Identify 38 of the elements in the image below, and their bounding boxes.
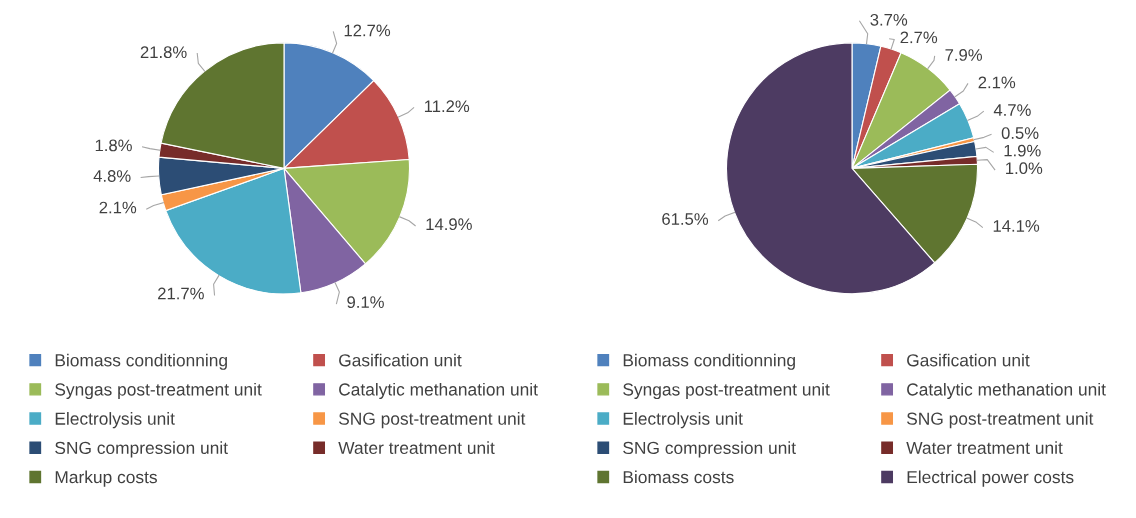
legend-label: SNG compression unit [623, 441, 796, 458]
data-label: 21.7% [158, 287, 204, 300]
legend-label: Electrolysis unit [623, 412, 743, 429]
legend-label: Electrical power costs [907, 470, 1074, 487]
data-label: 7.9% [945, 49, 983, 61]
data-label: 3.7% [870, 13, 908, 26]
legend-label: Biomass conditionning [623, 353, 795, 370]
data-label: 12.7% [344, 24, 391, 37]
data-label: 14.1% [993, 220, 1040, 232]
data-label: 2.1% [978, 76, 1016, 89]
data-label: 1.8% [95, 139, 132, 152]
data-label: 61.5% [662, 213, 709, 225]
legend-label: SNG post-treatment unit [906, 412, 1094, 429]
legend-label: Water treatment unit [906, 441, 1063, 455]
legend-label: Catalytic methanation unit [907, 382, 1106, 400]
legend-label: Gasification unit [907, 353, 1030, 367]
legend-label: Syngas post-treatment unit [55, 382, 262, 400]
data-label: 9.1% [347, 296, 384, 309]
legend-label: Gasification unit [339, 353, 462, 367]
legend-label: Markup costs [55, 470, 157, 487]
legend-label: Electrolysis unit [55, 412, 175, 429]
data-label: 14.9% [426, 218, 472, 231]
data-label: 0.5% [1001, 127, 1039, 139]
legend-label: SNG post-treatment unit [338, 412, 526, 429]
data-label: 11.2% [424, 100, 470, 113]
legend-label: Catalytic methanation unit [339, 382, 538, 400]
data-label: 2.1% [99, 201, 137, 214]
legend-label: Biomass conditionning [55, 353, 227, 370]
data-label: 4.7% [993, 104, 1031, 116]
legend-label: Biomass costs [623, 470, 734, 484]
legend-label: Syngas post-treatment unit [623, 382, 830, 400]
data-label: 4.8% [93, 170, 131, 182]
legend-label: SNG compression unit [55, 441, 228, 458]
data-label: 1.9% [1004, 144, 1041, 157]
data-label: 21.8% [140, 46, 187, 59]
legend-label: Water treatment unit [338, 441, 495, 455]
data-label: 1.0% [1006, 162, 1043, 175]
data-label: 2.7% [900, 31, 938, 44]
